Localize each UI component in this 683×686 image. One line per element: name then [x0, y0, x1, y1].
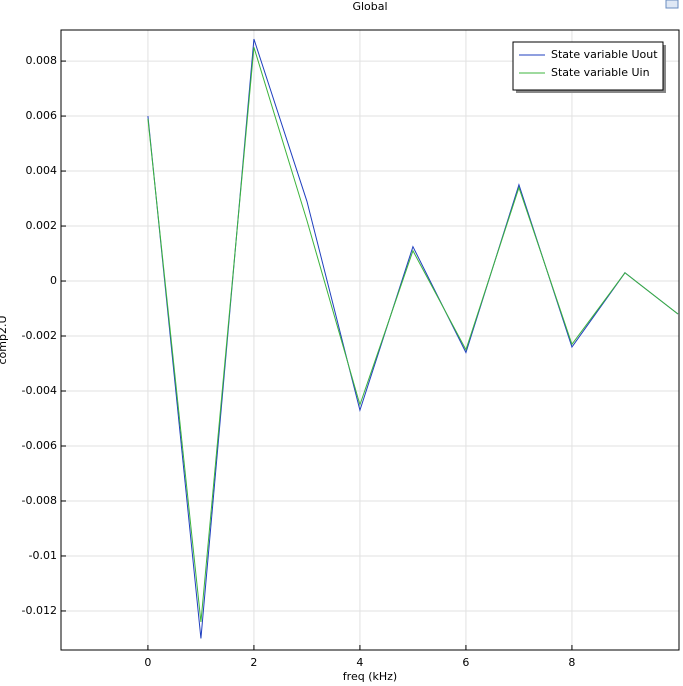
data-line: [147, 47, 679, 623]
legend-box: [512, 41, 664, 91]
y-tick-label: 0.008: [26, 54, 58, 67]
legend-label: State variable Uout: [551, 48, 658, 61]
x-tick-label: 2: [250, 656, 257, 669]
y-tick-label: 0.004: [26, 164, 58, 177]
y-tick-label: 0.002: [26, 219, 58, 232]
chart-title: Global: [352, 0, 387, 13]
y-tick-label: 0.006: [26, 109, 58, 122]
y-tick-label: 0: [50, 274, 57, 287]
y-tick-label: -0.01: [29, 549, 57, 562]
y-tick-label: -0.004: [22, 384, 57, 397]
y-tick-label: -0.008: [22, 494, 57, 507]
legend: State variable Uout State variable Uin: [512, 41, 666, 93]
x-tick-label: 4: [356, 656, 363, 669]
x-axis-label: freq (kHz): [343, 670, 397, 683]
toolbar-icon[interactable]: [665, 0, 679, 9]
plot-frame: [60, 29, 680, 651]
x-tick-label: 8: [568, 656, 575, 669]
y-tick-label: -0.002: [22, 329, 57, 342]
legend-label: State variable Uin: [551, 66, 650, 79]
y-axis-label: comp2.U: [0, 315, 9, 364]
y-tick-label: -0.006: [22, 439, 57, 452]
x-tick-label: 0: [144, 656, 151, 669]
y-tick-label: -0.012: [22, 604, 57, 617]
x-tick-label: 6: [462, 656, 469, 669]
